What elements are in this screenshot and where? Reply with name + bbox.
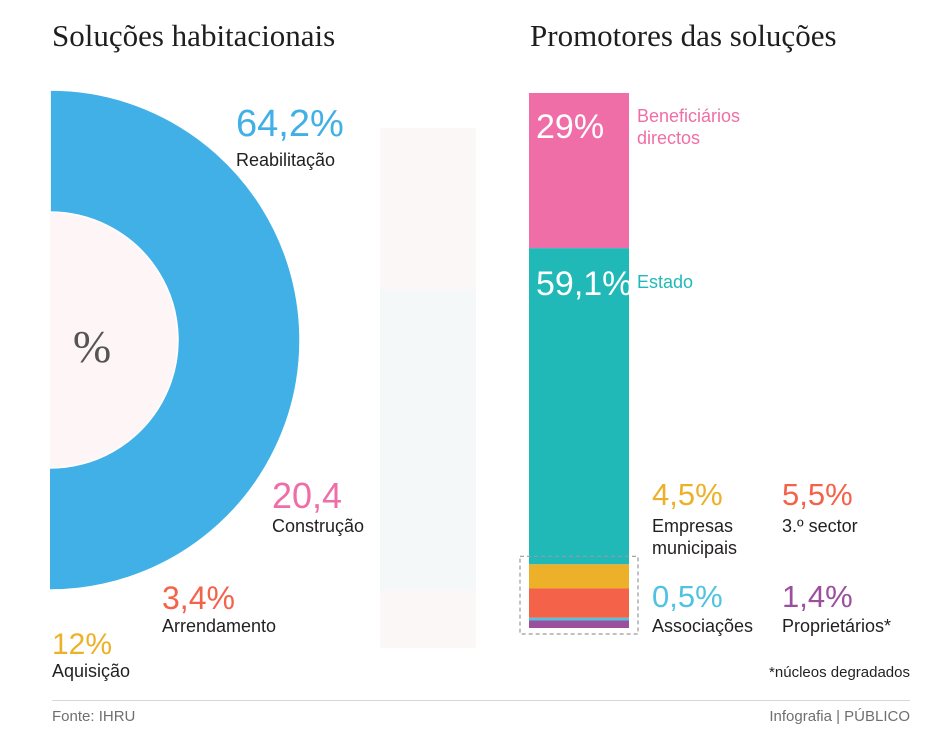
donut-slice-reabilitacao: [0, 89, 301, 591]
bar-segment-3-sector: [529, 588, 629, 618]
bar-segment-proprietarios: [529, 620, 629, 628]
footnote: *núcleos degradados: [769, 664, 910, 681]
donut-value-construcao: 20,4: [272, 475, 342, 516]
donut-value-aquisicao: 12%: [52, 628, 112, 661]
bar-label-beneficiarios-directos: Beneficiários directos: [637, 106, 740, 148]
bar-labels: 29% 59,1% Beneficiários directos Estado 4,5% E…: [536, 106, 891, 636]
bar-segment-estado: [529, 248, 629, 565]
source-label: Fonte: IHRU: [52, 708, 136, 725]
bar-value-estado: 59,1%: [536, 265, 632, 303]
bar-value-associacoes: 0,5%: [652, 579, 723, 614]
footer-divider: [52, 700, 910, 701]
donut-label-aquisicao: Aquisição: [52, 661, 130, 681]
bar-label-empresas-municipais: Empresas municipais: [652, 516, 737, 558]
bar-chart-title: Promotores das soluções: [530, 18, 837, 53]
donut-value-reabilitacao: 64,2%: [236, 103, 344, 145]
bar-value-3-sector: 5,5%: [782, 477, 853, 512]
donut-label-reabilitacao: Reabilitação: [236, 150, 335, 170]
stacked-bar-chart: [519, 93, 639, 635]
donut-chart: [0, 60, 301, 710]
donut-crop-mask: [0, 60, 50, 710]
bar-label-associacoes: Associações: [652, 616, 753, 636]
donut-chart-title: Soluções habitacionais: [52, 18, 336, 53]
donut-center-symbol: %: [73, 321, 111, 372]
bar-value-proprietarios: 1,4%: [782, 579, 853, 614]
bar-label-estado: Estado: [637, 272, 693, 292]
bar-segment-associacoes: [529, 617, 629, 621]
donut-value-arrendamento: 3,4%: [162, 580, 235, 616]
bar-segment-empresas-municipais: [529, 564, 629, 589]
donut-label-arrendamento: Arrendamento: [162, 616, 276, 636]
bar-value-empresas-municipais: 4,5%: [652, 477, 723, 512]
bar-label-3-sector: 3.º sector: [782, 516, 858, 536]
bar-segment-beneficiarios-directos: [529, 93, 629, 249]
bar-label-proprietarios: Proprietários*: [782, 616, 891, 636]
credit-label: Infografia | PÚBLICO: [769, 708, 910, 725]
bar-value-beneficiarios-directos: 29%: [536, 108, 604, 146]
small-segments-highlight: [519, 555, 639, 635]
donut-label-construcao: Construção: [272, 516, 364, 536]
